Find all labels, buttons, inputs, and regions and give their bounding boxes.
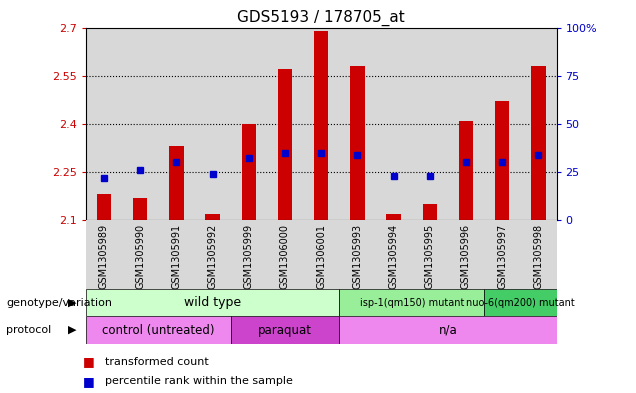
Text: GSM1305995: GSM1305995 xyxy=(425,224,435,289)
Bar xyxy=(158,220,195,289)
Bar xyxy=(267,28,303,220)
Bar xyxy=(242,124,256,220)
Bar xyxy=(339,316,556,344)
Text: genotype/variation: genotype/variation xyxy=(6,298,113,308)
Bar xyxy=(86,220,122,289)
Bar xyxy=(350,66,364,220)
Bar xyxy=(459,121,473,220)
Text: GSM1305998: GSM1305998 xyxy=(534,224,543,288)
Bar xyxy=(97,195,111,220)
Bar xyxy=(339,220,375,289)
Bar xyxy=(339,28,375,220)
Text: ■: ■ xyxy=(83,355,94,368)
Bar xyxy=(122,220,158,289)
Bar xyxy=(267,220,303,289)
Text: GSM1305997: GSM1305997 xyxy=(497,224,507,289)
Text: GSM1306001: GSM1306001 xyxy=(316,224,326,288)
Text: GSM1305989: GSM1305989 xyxy=(99,224,109,288)
Text: paraquat: paraquat xyxy=(258,323,312,337)
Text: ▶: ▶ xyxy=(68,298,76,308)
Bar xyxy=(448,28,484,220)
Title: GDS5193 / 178705_at: GDS5193 / 178705_at xyxy=(237,10,405,26)
Text: transformed count: transformed count xyxy=(105,356,209,367)
Text: percentile rank within the sample: percentile rank within the sample xyxy=(105,376,293,386)
Bar xyxy=(339,289,484,316)
Text: GSM1305991: GSM1305991 xyxy=(171,224,181,288)
Bar xyxy=(411,28,448,220)
Bar xyxy=(520,220,556,289)
Bar xyxy=(422,204,437,220)
Bar xyxy=(122,28,158,220)
Bar xyxy=(169,146,184,220)
Text: GSM1305990: GSM1305990 xyxy=(135,224,145,288)
Bar xyxy=(231,220,267,289)
Text: n/a: n/a xyxy=(438,323,457,337)
Text: protocol: protocol xyxy=(6,325,52,335)
Bar xyxy=(303,28,339,220)
Text: GSM1305996: GSM1305996 xyxy=(461,224,471,288)
Bar xyxy=(195,220,231,289)
Text: ▶: ▶ xyxy=(68,325,76,335)
Bar xyxy=(484,289,556,316)
Bar xyxy=(231,316,339,344)
Bar xyxy=(375,28,411,220)
Bar xyxy=(484,220,520,289)
Bar xyxy=(86,316,231,344)
Text: GSM1305994: GSM1305994 xyxy=(389,224,399,288)
Bar xyxy=(278,69,292,220)
Bar xyxy=(386,214,401,220)
Bar xyxy=(375,220,411,289)
Bar xyxy=(133,198,148,220)
Text: wild type: wild type xyxy=(184,296,241,309)
Text: GSM1305992: GSM1305992 xyxy=(207,224,218,289)
Bar xyxy=(314,31,328,220)
Bar xyxy=(411,220,448,289)
Bar xyxy=(448,220,484,289)
Bar xyxy=(205,214,220,220)
Bar xyxy=(520,28,556,220)
Text: ■: ■ xyxy=(83,375,94,388)
Text: control (untreated): control (untreated) xyxy=(102,323,214,337)
Text: GSM1305999: GSM1305999 xyxy=(244,224,254,288)
Bar xyxy=(495,101,509,220)
Text: GSM1306000: GSM1306000 xyxy=(280,224,290,288)
Bar xyxy=(484,28,520,220)
Bar xyxy=(195,28,231,220)
Bar xyxy=(303,220,339,289)
Text: GSM1305993: GSM1305993 xyxy=(352,224,363,288)
Bar xyxy=(86,28,122,220)
Bar xyxy=(231,28,267,220)
Bar xyxy=(86,289,339,316)
Text: nuo-6(qm200) mutant: nuo-6(qm200) mutant xyxy=(466,298,575,308)
Bar xyxy=(531,66,546,220)
Text: isp-1(qm150) mutant: isp-1(qm150) mutant xyxy=(359,298,464,308)
Bar xyxy=(158,28,195,220)
